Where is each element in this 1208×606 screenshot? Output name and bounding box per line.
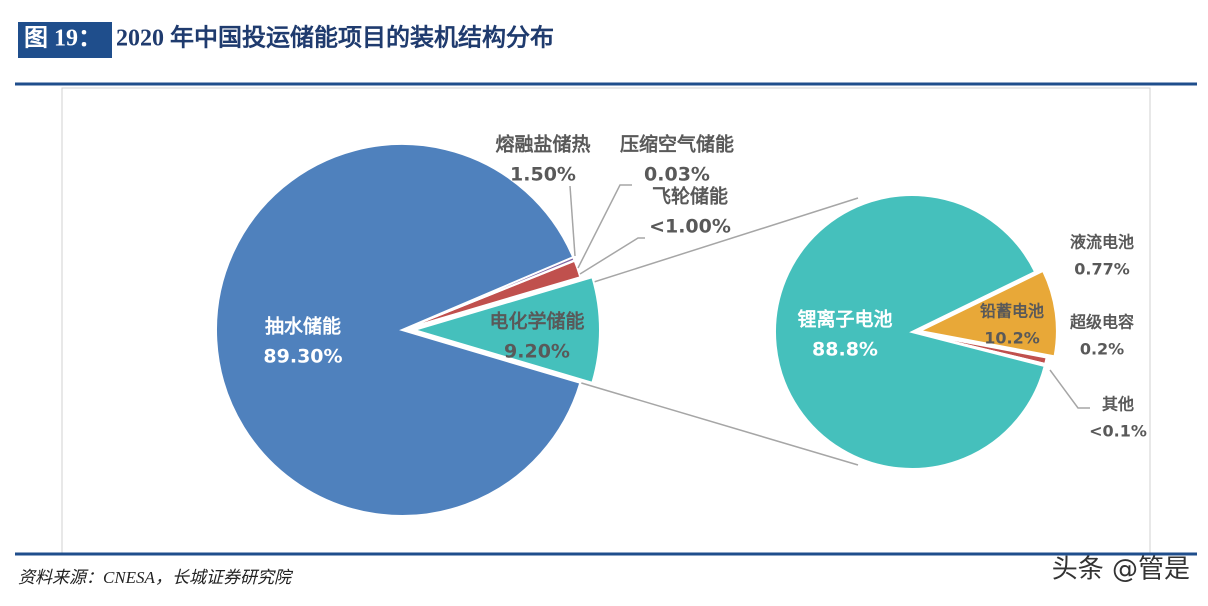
slice-label: 超级电容 [1069, 313, 1134, 332]
slice-value-label: 89.30% [263, 346, 342, 368]
figure-label: 图 19： [24, 25, 102, 52]
slice-label: 液流电池 [1070, 233, 1134, 252]
title: 2020 年中国投运储能项目的装机结构分布 [116, 24, 554, 52]
slice-label: 压缩空气储能 [620, 133, 734, 156]
leader-line [579, 237, 645, 275]
leader-line [577, 184, 632, 269]
slice-label: 抽水储能 [265, 315, 341, 338]
slice-value-label: 0.2% [1080, 340, 1124, 359]
slice-value-label: <1.00% [649, 216, 731, 238]
slice-value-label: 9.20% [504, 341, 570, 363]
slice-value-label: 88.8% [812, 339, 878, 361]
slice-value-label: 10.2% [984, 329, 1040, 348]
slice-label: 锂离子电池 [797, 308, 892, 331]
watermark: 头条 @管是 [1052, 555, 1190, 585]
pie-slice [774, 194, 1046, 470]
slice-value-label: <0.1% [1089, 422, 1147, 441]
connector [574, 197, 859, 289]
figure-label-box [18, 22, 112, 58]
slice-label: 电化学储能 [489, 310, 584, 333]
slice-value-label: 0.03% [644, 164, 710, 186]
leader-line [1049, 369, 1090, 409]
slice-label: 熔融盐储热 [495, 133, 590, 156]
slice-label: 其他 [1102, 395, 1134, 414]
plot: 抽水储能 89.30% 电化学储能 9.20% 熔融盐储热 1.50% 压缩空气储能 0.03… [215, 133, 1147, 517]
pie-slice [916, 269, 1058, 358]
slice-value-label: 1.50% [510, 164, 576, 186]
slice-label: 飞轮储能 [652, 185, 728, 208]
pie-slice [215, 143, 582, 517]
slice-label: 铅蓄电池 [980, 302, 1044, 321]
source: 资料来源：CNESA，长城证券研究院 [18, 568, 294, 587]
pie-slice [410, 275, 601, 385]
leader-line [569, 185, 576, 257]
connector [577, 381, 859, 466]
slice-value-label: 0.77% [1074, 260, 1130, 279]
